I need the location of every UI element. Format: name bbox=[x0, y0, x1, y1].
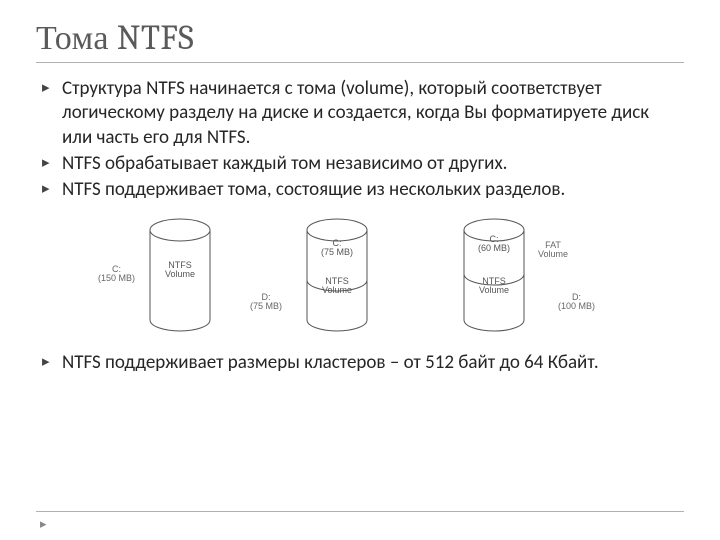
disk-inner-label: NTFSVolume bbox=[313, 277, 361, 297]
disk-side-label: D:(75 MB) bbox=[250, 293, 282, 312]
footer-rule bbox=[36, 511, 684, 512]
list-item: NTFS обрабатывает каждый том независимо … bbox=[40, 152, 680, 176]
disk-inner-label: NTFSVolume bbox=[156, 261, 204, 281]
page-title: Тома NTFS bbox=[36, 18, 684, 63]
disk-inner-label: C:(60 MB) bbox=[470, 235, 518, 255]
disk-side-label: D:(100 MB) bbox=[558, 293, 595, 312]
bullet-list-top: Структура NTFS начинается с тома (volume… bbox=[36, 77, 684, 203]
disk-inner-label: C:(75 MB) bbox=[313, 239, 361, 259]
volumes-diagram: C:(150 MB) NTFSVolume D:(75 MB) C:(75 MB) NT… bbox=[100, 217, 620, 337]
bullet-list-bottom: NTFS поддерживает размеры кластеров – от… bbox=[36, 351, 684, 375]
list-item: Структура NTFS начинается с тома (volume… bbox=[40, 77, 680, 150]
disk-side-label: C:(150 MB) bbox=[98, 265, 135, 284]
disk-inner-label: NTFSVolume bbox=[470, 277, 518, 297]
list-item: NTFS поддерживает тома, состоящие из нес… bbox=[40, 178, 680, 202]
list-item: NTFS поддерживает размеры кластеров – от… bbox=[40, 351, 680, 375]
disk-extra-label: FATVolume bbox=[538, 241, 568, 260]
footer-marker-icon: ▸ bbox=[40, 517, 47, 532]
